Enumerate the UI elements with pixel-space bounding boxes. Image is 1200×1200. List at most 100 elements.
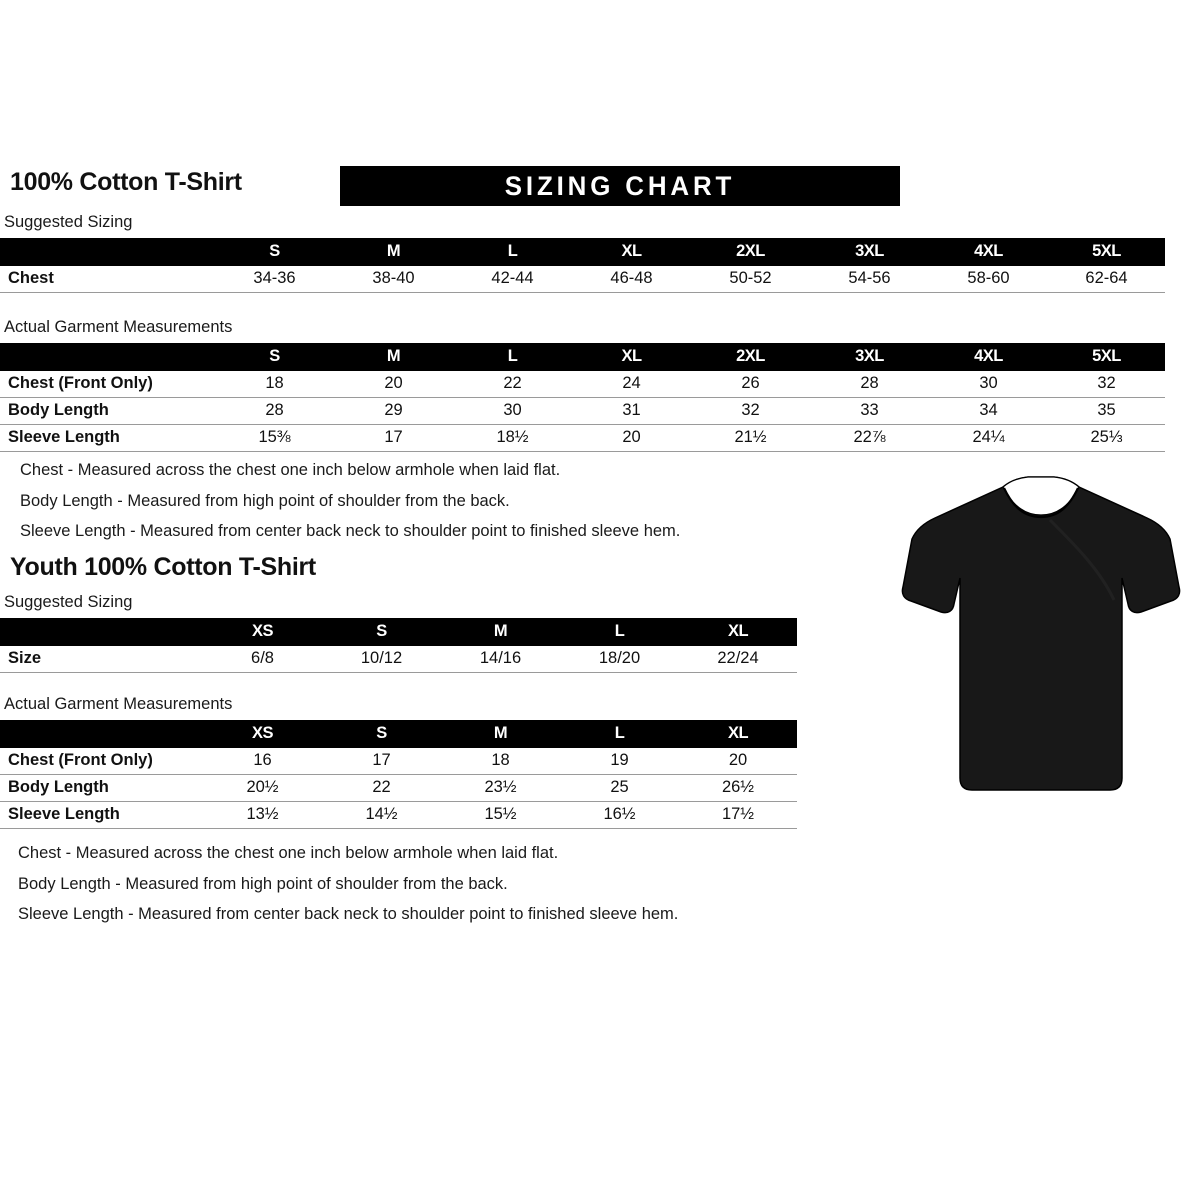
cell-s: 34-36 [215,266,334,293]
cell-xs: 20½ [203,774,322,802]
cell-l: 25 [560,774,679,802]
column-header-4xl: 4XL [974,242,1003,260]
table-row: Chest (Front Only) 18 20 22 24 26 28 30 32 [0,371,1165,398]
note-line-3: Sleeve Length - Measured from center bac… [20,522,681,540]
cell-xs: 13½ [203,801,322,829]
column-header-3xl: 3XL [855,242,884,260]
cell-m: 18 [441,748,560,775]
adult-suggested-sizing-label: Suggested Sizing [4,213,133,231]
table-row: Size 6/8 10/12 14/16 18/20 22/24 [0,646,797,673]
cell-3xl: 54-56 [810,266,929,293]
column-header-s: S [269,242,280,260]
column-header-l: L [614,724,625,742]
cell-5xl: 35 [1048,397,1165,425]
column-header-s: S [376,622,387,640]
cell-xl: 22/24 [679,646,797,673]
adult-suggested-corner-header [0,238,215,266]
row-label: Body Length [0,774,203,802]
table-row: Chest (Front Only) 16 17 18 19 20 [0,748,797,775]
adult-suggested-sizing-table: S M L XL 2XL 3XL 4XL 5XL Chest 34-36 38-40 42-44 46… [0,238,1165,293]
column-header-2xl: 2XL [736,242,765,260]
cell-xl: 24 [572,371,691,398]
cell-5xl: 62-64 [1048,266,1165,293]
column-header-m: M [386,242,401,260]
cell-xl: 46-48 [572,266,691,293]
cell-xl: 26½ [679,774,797,802]
cell-s: 10/12 [322,646,441,673]
tshirt-icon [901,476,1181,791]
adult-actual-corner-header [0,343,215,371]
column-header-5xl: 5XL [1092,347,1121,365]
column-header-3xl: 3XL [855,347,884,365]
youth-suggested-sizing-label: Suggested Sizing [4,593,133,611]
cell-m: 17 [334,424,453,452]
table-header-row: S M L XL 2XL 3XL 4XL 5XL [0,343,1165,371]
cell-l: 22 [453,371,572,398]
column-header-m: M [493,724,508,742]
cell-l: 16½ [560,801,679,829]
row-label: Body Length [0,397,215,425]
table-row: Body Length 28 29 30 31 32 33 34 35 [0,397,1165,425]
column-header-s: S [269,347,280,365]
cell-4xl: 24¼ [929,424,1048,452]
cell-2xl: 26 [691,371,810,398]
cell-s: 17 [322,748,441,775]
column-header-s: S [376,724,387,742]
note-line-1: Chest - Measured across the chest one in… [18,844,559,862]
table-header-row: XS S M L XL [0,720,797,748]
youth-actual-corner-header [0,720,203,748]
cell-s: 22 [322,774,441,802]
column-header-xs: XS [251,622,274,640]
column-header-2xl: 2XL [736,347,765,365]
youth-measurement-notes: Chest - Measured across the chest one in… [18,845,678,937]
note-line-1: Chest - Measured across the chest one in… [20,461,561,479]
column-header-m: M [493,622,508,640]
cell-xl: 20 [679,748,797,775]
sizing-chart-banner-text: SIZING CHART [504,170,736,201]
cell-5xl: 32 [1048,371,1165,398]
column-header-5xl: 5XL [1092,242,1121,260]
table-row: Chest 34-36 38-40 42-44 46-48 50-52 54-56 58-60… [0,266,1165,293]
sizing-chart-banner: SIZING CHART [340,166,900,206]
adult-actual-measurements-label: Actual Garment Measurements [4,318,233,336]
column-header-l: L [614,622,625,640]
cell-xl: 20 [572,424,691,452]
cell-3xl: 28 [810,371,929,398]
row-label: Chest (Front Only) [0,371,215,398]
adult-section-heading: 100% Cotton T-Shirt [10,168,242,196]
cell-xl: 31 [572,397,691,425]
youth-actual-measurements-label: Actual Garment Measurements [4,695,233,713]
column-header-xl: XL [727,724,749,742]
row-label: Chest (Front Only) [0,748,203,775]
column-header-l: L [507,242,518,260]
cell-m: 15½ [441,801,560,829]
table-header-row: XS S M L XL [0,618,797,646]
cell-2xl: 50-52 [691,266,810,293]
cell-4xl: 58-60 [929,266,1048,293]
cell-m: 38-40 [334,266,453,293]
column-header-xl: XL [621,242,642,260]
adult-actual-measurements-table: S M L XL 2XL 3XL 4XL 5XL Chest (Front Only) 18 20… [0,343,1165,452]
product-image-black-tshirt [900,475,1182,800]
cell-l: 18/20 [560,646,679,673]
cell-s: 14½ [322,801,441,829]
column-header-m: M [386,347,401,365]
row-label: Chest [0,266,215,293]
column-header-xl: XL [727,622,749,640]
cell-xl: 17½ [679,801,797,829]
row-label: Size [0,646,203,673]
table-header-row: S M L XL 2XL 3XL 4XL 5XL [0,238,1165,266]
row-label: Sleeve Length [0,424,215,452]
cell-xs: 6/8 [203,646,322,673]
column-header-l: L [507,347,518,365]
row-label: Sleeve Length [0,801,203,829]
youth-actual-measurements-table: XS S M L XL Chest (Front Only) 16 17 18 19 20 Body… [0,720,797,829]
cell-m: 14/16 [441,646,560,673]
cell-m: 29 [334,397,453,425]
note-line-2: Body Length - Measured from high point o… [18,874,508,893]
column-header-xs: XS [251,724,274,742]
cell-2xl: 32 [691,397,810,425]
youth-suggested-sizing-table: XS S M L XL Size 6/8 10/12 14/16 18/20 22/24 [0,618,797,673]
cell-4xl: 30 [929,371,1048,398]
note-line-2: Body Length - Measured from high point o… [20,491,510,510]
